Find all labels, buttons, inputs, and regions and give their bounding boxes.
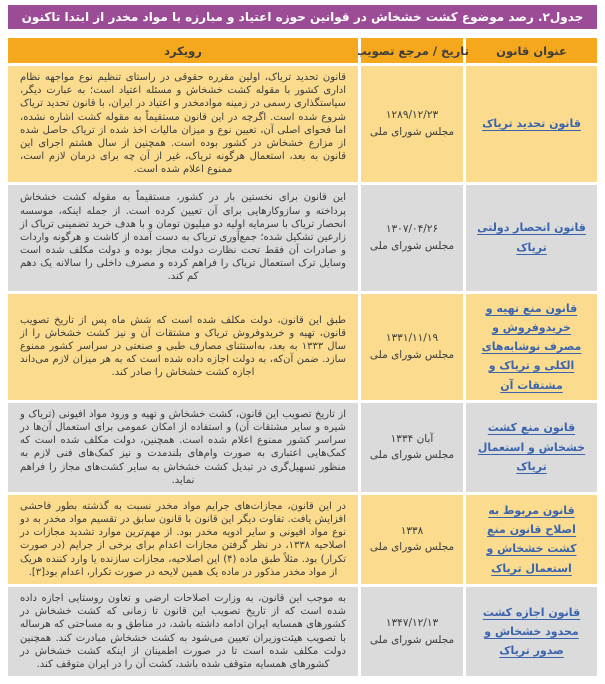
approach-text: این قانون برای نخستین بار در کشور، مستقی…	[20, 192, 346, 283]
law-link[interactable]: قانون مربوط به اصلاح قانون منع کشت خشخاش…	[486, 503, 577, 575]
table-title: جدول۲. رصد موضوع کشت خشخاش در قوانین حوز…	[8, 5, 597, 29]
table-cell-approach: در این قانون، مجازات‌های جرایم مواد مخدر…	[8, 494, 358, 584]
column-header-approach: رویکرد	[8, 38, 358, 63]
table-cell-law: قانون مربوط به اصلاح قانون منع کشت خشخاش…	[466, 494, 597, 584]
table-cell-date: ۱۳۰۷/۰۴/۲۶ مجلس شورای ملی	[361, 184, 463, 291]
table-cell-law: قانون منع تهیه و خریدوفروش و مصرف نوشابه…	[466, 293, 597, 400]
approach-text: از تاریخ تصویب این قانون، کشت خشخاش و ته…	[20, 408, 346, 486]
table-cell-date: آبان ۱۳۳۴ مجلس شورای ملی	[361, 402, 463, 492]
table-cell-date: ۱۳۴۷/۱۲/۱۳ مجلس شورای ملی	[361, 587, 463, 677]
approval-authority: مجلس شورای ملی	[369, 125, 455, 138]
column-header-law: عنوان قانون	[466, 38, 597, 63]
column-header-date: تاریخ / مرجع تصویب	[355, 38, 469, 63]
law-link[interactable]: قانون انحصار دولتی تریاک	[477, 221, 586, 254]
approval-date: ۱۳۴۷/۱۲/۱۳	[385, 617, 439, 630]
table-cell-date: ۱۳۳۱/۱۱/۱۹ مجلس شورای ملی	[361, 293, 463, 400]
approach-text: طبق این قانون، دولت مکلف شده است که شش م…	[20, 314, 346, 379]
approval-date: ۱۳۳۸	[400, 525, 424, 538]
approach-text: قانون تحدید تریاک، اولین مقرره حقوقی در …	[20, 72, 346, 176]
laws-table: عنوان قانون تاریخ / مرجع تصویب رویکرد قا…	[8, 38, 597, 677]
approval-authority: مجلس شورای ملی	[369, 449, 455, 462]
approval-date: آبان ۱۳۳۴	[390, 433, 434, 446]
law-link[interactable]: قانون تحدید تریاک	[482, 117, 581, 131]
table-cell-approach: از تاریخ تصویب این قانون، کشت خشخاش و ته…	[8, 402, 358, 492]
approach-text: به موجب این قانون، به وزارت اصلاحات ارضی…	[20, 593, 346, 670]
approval-authority: مجلس شورای ملی	[369, 239, 455, 252]
table-cell-law: قانون انحصار دولتی تریاک	[466, 184, 597, 291]
approach-text: در این قانون، مجازات‌های جرایم مواد مخدر…	[20, 500, 346, 578]
table-cell-law: قانون منع کشت خشخاش و استعمال تریاک	[466, 402, 597, 492]
table-cell-approach: طبق این قانون، دولت مکلف شده است که شش م…	[8, 293, 358, 400]
law-link[interactable]: قانون اجازه کشت محدود خشخاش و صدور تریاک	[482, 605, 581, 658]
approval-authority: مجلس شورای ملی	[369, 541, 455, 554]
table-cell-approach: به موجب این قانون، به وزارت اصلاحات ارضی…	[8, 587, 358, 677]
approval-date: ۱۳۰۷/۰۴/۲۶	[385, 223, 439, 236]
law-link[interactable]: قانون منع تهیه و خریدوفروش و مصرف نوشابه…	[481, 301, 582, 392]
table-cell-date: ۱۲۸۹/۱۲/۲۳ مجلس شورای ملی	[361, 66, 463, 182]
law-link[interactable]: قانون منع کشت خشخاش و استعمال تریاک	[477, 421, 586, 473]
approval-date: ۱۲۸۹/۱۲/۲۳	[385, 109, 439, 122]
approval-authority: مجلس شورای ملی	[369, 633, 455, 646]
table-cell-approach: این قانون برای نخستین بار در کشور، مستقی…	[8, 184, 358, 291]
table-cell-law: قانون تحدید تریاک	[466, 66, 597, 182]
approval-date: ۱۳۳۱/۱۱/۱۹	[385, 332, 439, 345]
approval-authority: مجلس شورای ملی	[369, 348, 455, 361]
table-cell-law: قانون اجازه کشت محدود خشخاش و صدور تریاک	[466, 587, 597, 677]
table-cell-date: ۱۳۳۸ مجلس شورای ملی	[361, 494, 463, 584]
table-cell-approach: قانون تحدید تریاک، اولین مقرره حقوقی در …	[8, 66, 358, 182]
